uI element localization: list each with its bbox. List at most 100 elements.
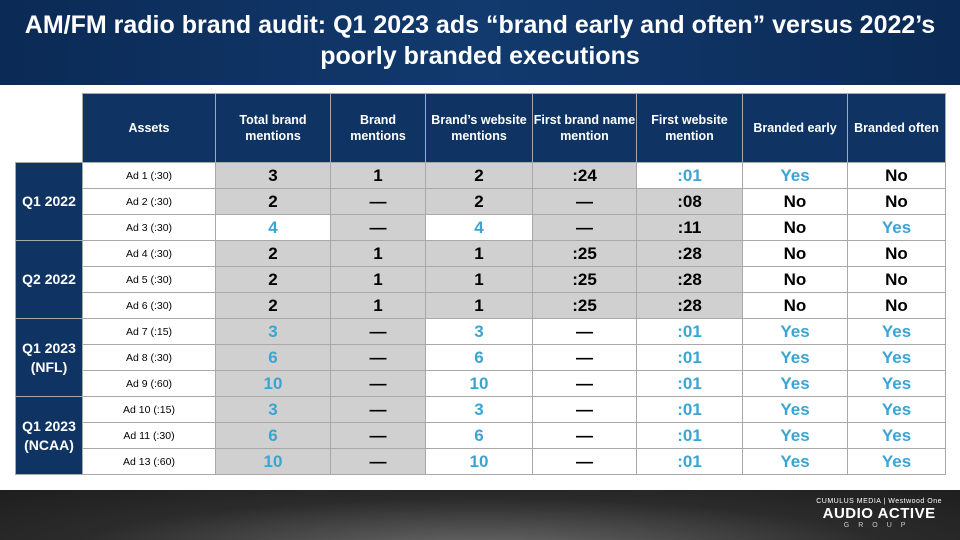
cell-0: 3 — [215, 396, 331, 423]
cell-3: :25 — [532, 266, 637, 293]
cell-2: 10 — [425, 448, 533, 475]
cell-4: :01 — [636, 318, 743, 345]
cell-2: 1 — [425, 240, 533, 267]
cell-5: No — [742, 214, 848, 241]
asset-name: Ad 10 (:15) — [82, 396, 216, 423]
cell-4: :28 — [636, 292, 743, 319]
cell-0: 3 — [215, 318, 331, 345]
cell-1: — — [330, 188, 426, 215]
cell-3: — — [532, 344, 637, 371]
asset-name: Ad 8 (:30) — [82, 344, 216, 371]
cell-3: — — [532, 422, 637, 449]
cell-4: :01 — [636, 396, 743, 423]
cell-4: :01 — [636, 344, 743, 371]
cell-1: 1 — [330, 266, 426, 293]
cell-0: 10 — [215, 370, 331, 397]
table-row: Q2 2022 Ad 4 (:30) 2 1 1:25:28 No No — [15, 240, 946, 319]
asset-name: Ad 7 (:15) — [82, 318, 216, 345]
column-header: Branded often — [847, 93, 946, 163]
cell-0: 2 — [215, 240, 331, 267]
cell-4: :28 — [636, 266, 743, 293]
table-row: Ad 8 (:30) 6—6—:01 Yes Yes — [16, 344, 946, 371]
cell-5: Yes — [742, 448, 848, 475]
cell-6: Yes — [847, 214, 946, 241]
footer-band — [0, 490, 960, 540]
cell-0: 4 — [215, 214, 331, 241]
period-label: Q1 2022 — [15, 162, 83, 241]
asset-name: Ad 9 (:60) — [82, 370, 216, 397]
cell-6: Yes — [847, 448, 946, 475]
column-header: Total brand mentions — [215, 93, 331, 163]
cell-6: No — [847, 162, 946, 189]
column-header: Assets — [82, 93, 216, 163]
brand-audit-table: Assets Total brand mentions Brand mentions… — [15, 93, 946, 475]
column-header: Brand mentions — [330, 93, 426, 163]
asset-name: Ad 5 (:30) — [82, 266, 216, 293]
cell-5: Yes — [742, 422, 848, 449]
table-row: Ad 9 (:60) 10—10—:01 Yes Yes — [16, 370, 946, 397]
column-header: Brand’s website mentions — [425, 93, 533, 163]
cell-4: :11 — [636, 214, 743, 241]
table-row: Ad 11 (:30) 6—6—:01 Yes Yes — [16, 422, 946, 449]
cell-3: — — [532, 370, 637, 397]
cell-6: Yes — [847, 344, 946, 371]
cell-5: No — [742, 266, 848, 293]
slide-title: AM/FM radio brand audit: Q1 2023 ads “br… — [0, 0, 960, 85]
cell-3: — — [532, 214, 637, 241]
period-label: Q1 2023 (NFL) — [15, 318, 83, 397]
cell-1: — — [330, 214, 426, 241]
cell-1: — — [330, 448, 426, 475]
cell-4: :08 — [636, 188, 743, 215]
table-row: Ad 2 (:30) 2—2—:08 No No — [16, 188, 946, 215]
asset-name: Ad 6 (:30) — [82, 292, 216, 319]
cell-2: 2 — [425, 162, 533, 189]
cell-3: :25 — [532, 240, 637, 267]
asset-name: Ad 1 (:30) — [82, 162, 216, 189]
asset-name: Ad 11 (:30) — [82, 422, 216, 449]
cell-3: — — [532, 396, 637, 423]
cell-6: Yes — [847, 396, 946, 423]
cell-6: Yes — [847, 422, 946, 449]
cell-2: 2 — [425, 188, 533, 215]
table-row: Ad 5 (:30) 2 1 1:25:28 No No — [16, 266, 946, 293]
cell-2: 1 — [425, 266, 533, 293]
table-row: Q1 2023 (NFL) Ad 7 (:15) 3—3—:01 Yes Yes — [15, 318, 946, 397]
table-row: Q1 2023 (NCAA) Ad 10 (:15) 3—3—:01 Yes Yes — [15, 396, 946, 475]
cell-1: — — [330, 318, 426, 345]
cell-1: — — [330, 344, 426, 371]
cell-2: 1 — [425, 292, 533, 319]
cell-3: — — [532, 188, 637, 215]
cell-2: 6 — [425, 344, 533, 371]
cell-4: :01 — [636, 448, 743, 475]
corner-blank — [15, 93, 83, 163]
asset-name: Ad 13 (:60) — [82, 448, 216, 475]
cell-5: Yes — [742, 318, 848, 345]
cell-5: Yes — [742, 162, 848, 189]
cell-5: No — [742, 188, 848, 215]
cell-3: — — [532, 448, 637, 475]
cell-6: Yes — [847, 370, 946, 397]
asset-name: Ad 4 (:30) — [82, 240, 216, 267]
cell-1: 1 — [330, 292, 426, 319]
cell-1: — — [330, 422, 426, 449]
column-header: First brand name mention — [532, 93, 637, 163]
cell-0: 10 — [215, 448, 331, 475]
cell-1: 1 — [330, 162, 426, 189]
cell-0: 2 — [215, 188, 331, 215]
cell-4: :01 — [636, 162, 743, 189]
asset-name: Ad 3 (:30) — [82, 214, 216, 241]
cell-5: No — [742, 292, 848, 319]
cell-0: 6 — [215, 422, 331, 449]
cell-6: No — [847, 188, 946, 215]
column-header: First website mention — [636, 93, 743, 163]
cell-2: 4 — [425, 214, 533, 241]
cell-5: No — [742, 240, 848, 267]
asset-name: Ad 2 (:30) — [82, 188, 216, 215]
cell-4: :01 — [636, 370, 743, 397]
cell-3: :25 — [532, 292, 637, 319]
cell-0: 2 — [215, 292, 331, 319]
column-header: Branded early — [742, 93, 848, 163]
table-row: Q1 2022 Ad 1 (:30) 3 1 2:24:01 Yes No — [15, 162, 946, 241]
cell-1: 1 — [330, 240, 426, 267]
period-label: Q2 2022 — [15, 240, 83, 319]
